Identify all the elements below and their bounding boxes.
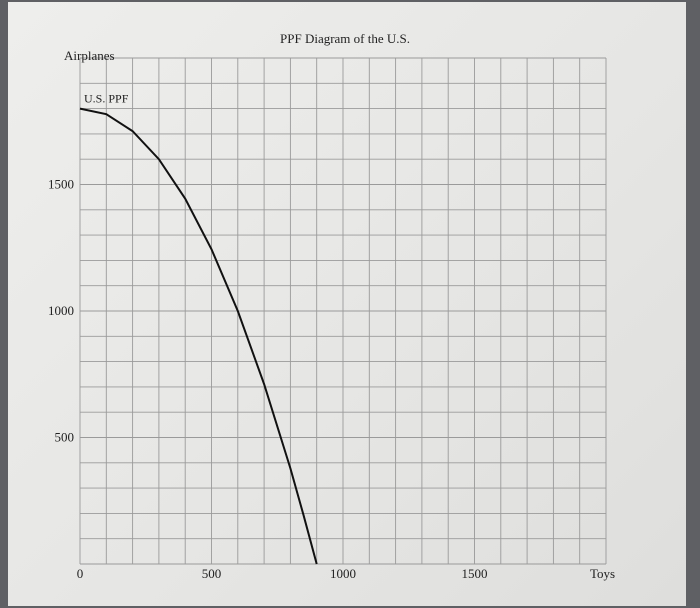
x-tick-label: 1000: [330, 566, 356, 581]
series-group: U.S. PPF: [79, 92, 318, 565]
series-label: U.S. PPF: [84, 92, 129, 106]
ppf-curve: [79, 107, 318, 565]
x-tick-label: 500: [202, 566, 222, 581]
y-axis-label: Airplanes: [64, 48, 115, 63]
y-tick-label: 1000: [48, 303, 74, 318]
x-axis-label: Toys: [590, 566, 615, 581]
x-tick-label: 1500: [462, 566, 488, 581]
y-tick-label: 500: [55, 430, 75, 445]
x-tick-label: 0: [77, 566, 84, 581]
chart-title: PPF Diagram of the U.S.: [280, 31, 410, 46]
y-tick-label: 1500: [48, 177, 74, 192]
tick-labels: 0 500 1000 1500 500 1000 1500: [48, 177, 488, 582]
grid: [79, 57, 607, 565]
ppf-chart: 0 500 1000 1500 500 1000 1500 PPF Diagram of t…: [48, 31, 615, 582]
paper-sheet: 0 500 1000 1500 500 1000 1500 PPF Diagram of t…: [8, 2, 686, 606]
